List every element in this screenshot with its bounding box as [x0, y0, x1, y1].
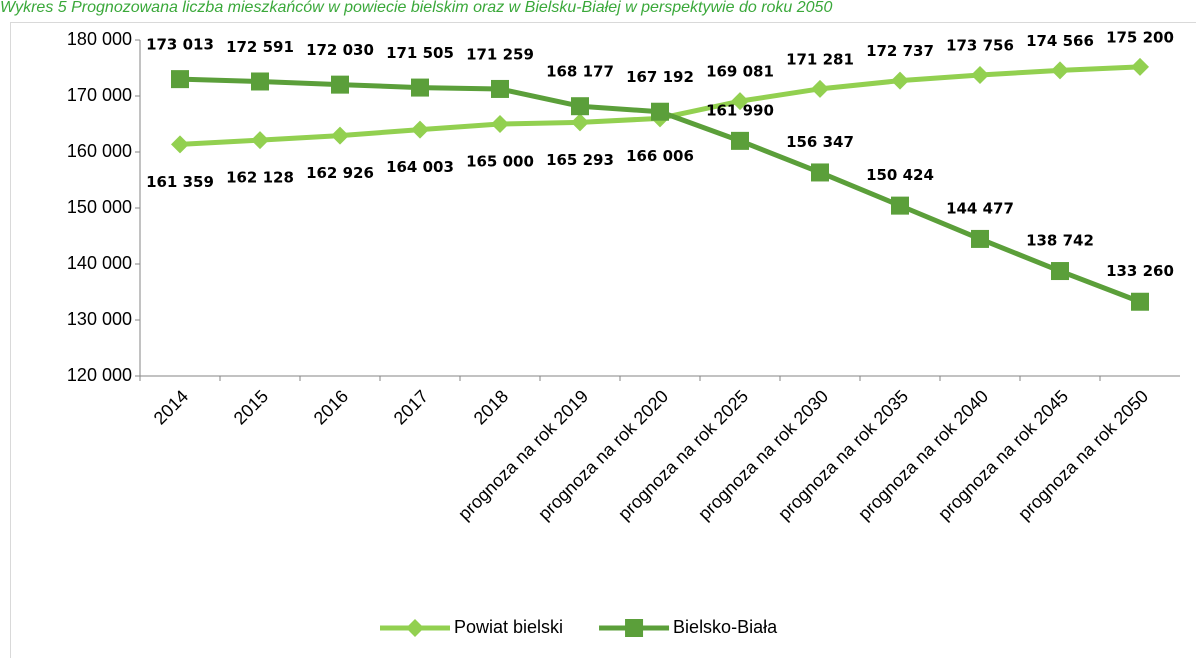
- marker: [971, 65, 989, 84]
- chart-border: [10, 22, 1196, 658]
- x-tick-label: 2016: [310, 386, 352, 428]
- x-tick-label: prognoza na rok 2040: [854, 386, 992, 524]
- data-label: 162 926: [306, 164, 374, 182]
- marker: [491, 79, 509, 98]
- data-label: 173 013: [146, 36, 214, 54]
- data-label: 167 192: [626, 68, 694, 86]
- data-label: 171 259: [466, 45, 534, 63]
- marker: [811, 79, 829, 98]
- data-label: 175 200: [1106, 28, 1174, 46]
- data-label: 169 081: [706, 63, 774, 81]
- marker: [251, 131, 269, 150]
- marker: [651, 102, 669, 121]
- x-tick-label: prognoza na rok 2019: [454, 386, 592, 524]
- legend-marker: [406, 619, 424, 637]
- x-tick-label: prognoza na rok 2050: [1014, 386, 1152, 524]
- marker: [571, 113, 589, 132]
- x-tick-label: prognoza na rok 2025: [614, 386, 752, 524]
- marker: [731, 131, 749, 150]
- marker: [411, 120, 429, 139]
- marker: [1131, 292, 1149, 311]
- data-label: 133 260: [1106, 262, 1174, 280]
- legend-marker: [625, 619, 644, 637]
- y-tick-label: 160 000: [67, 141, 132, 161]
- chart-title: Wykres 5 Prognozowana liczba mieszkańców…: [0, 0, 832, 16]
- legend-label: Bielsko-Biała: [673, 617, 778, 637]
- data-label: 162 128: [226, 169, 294, 187]
- data-label: 156 347: [786, 133, 854, 151]
- marker: [1051, 61, 1069, 80]
- marker: [811, 163, 829, 182]
- y-tick-label: 120 000: [67, 365, 132, 385]
- data-label: 171 505: [386, 44, 454, 62]
- marker: [331, 126, 349, 145]
- x-tick-label: prognoza na rok 2020: [534, 386, 672, 524]
- x-tick-label: prognoza na rok 2045: [934, 386, 1072, 524]
- y-tick-label: 170 000: [67, 85, 132, 105]
- x-tick-label: 2018: [470, 386, 512, 428]
- marker: [971, 229, 989, 248]
- data-label: 172 591: [226, 38, 294, 56]
- data-label: 172 030: [306, 41, 374, 59]
- data-label: 138 742: [1026, 232, 1094, 250]
- x-tick-label: prognoza na rok 2030: [694, 386, 832, 524]
- y-tick-label: 180 000: [67, 29, 132, 49]
- marker: [891, 71, 909, 90]
- y-tick-label: 150 000: [67, 197, 132, 217]
- x-tick-label: 2017: [390, 386, 432, 428]
- marker: [171, 70, 189, 89]
- data-label: 165 293: [546, 151, 614, 169]
- data-label: 161 359: [146, 173, 214, 191]
- x-tick-label: 2015: [230, 386, 272, 428]
- marker: [1131, 57, 1149, 76]
- y-tick-label: 130 000: [67, 309, 132, 329]
- x-tick-label: prognoza na rok 2035: [774, 386, 912, 524]
- y-tick-label: 140 000: [67, 253, 132, 273]
- marker: [731, 92, 749, 111]
- marker: [571, 97, 589, 116]
- data-label: 174 566: [1026, 32, 1094, 50]
- marker: [411, 78, 429, 97]
- legend-label: Powiat bielski: [454, 617, 563, 637]
- data-label: 173 756: [946, 36, 1014, 54]
- marker: [1051, 262, 1069, 281]
- marker: [251, 72, 269, 91]
- x-tick-label: 2014: [150, 386, 192, 428]
- data-label: 161 990: [706, 101, 774, 119]
- data-label: 164 003: [386, 158, 454, 176]
- data-label: 166 006: [626, 147, 694, 165]
- marker: [491, 115, 509, 133]
- marker: [331, 75, 349, 94]
- data-label: 168 177: [546, 63, 614, 81]
- marker: [171, 135, 189, 154]
- data-label: 171 281: [786, 50, 854, 68]
- data-label: 165 000: [466, 153, 534, 171]
- data-label: 144 477: [946, 199, 1014, 217]
- data-label: 172 737: [866, 42, 934, 60]
- data-label: 150 424: [866, 166, 934, 184]
- marker: [891, 196, 909, 215]
